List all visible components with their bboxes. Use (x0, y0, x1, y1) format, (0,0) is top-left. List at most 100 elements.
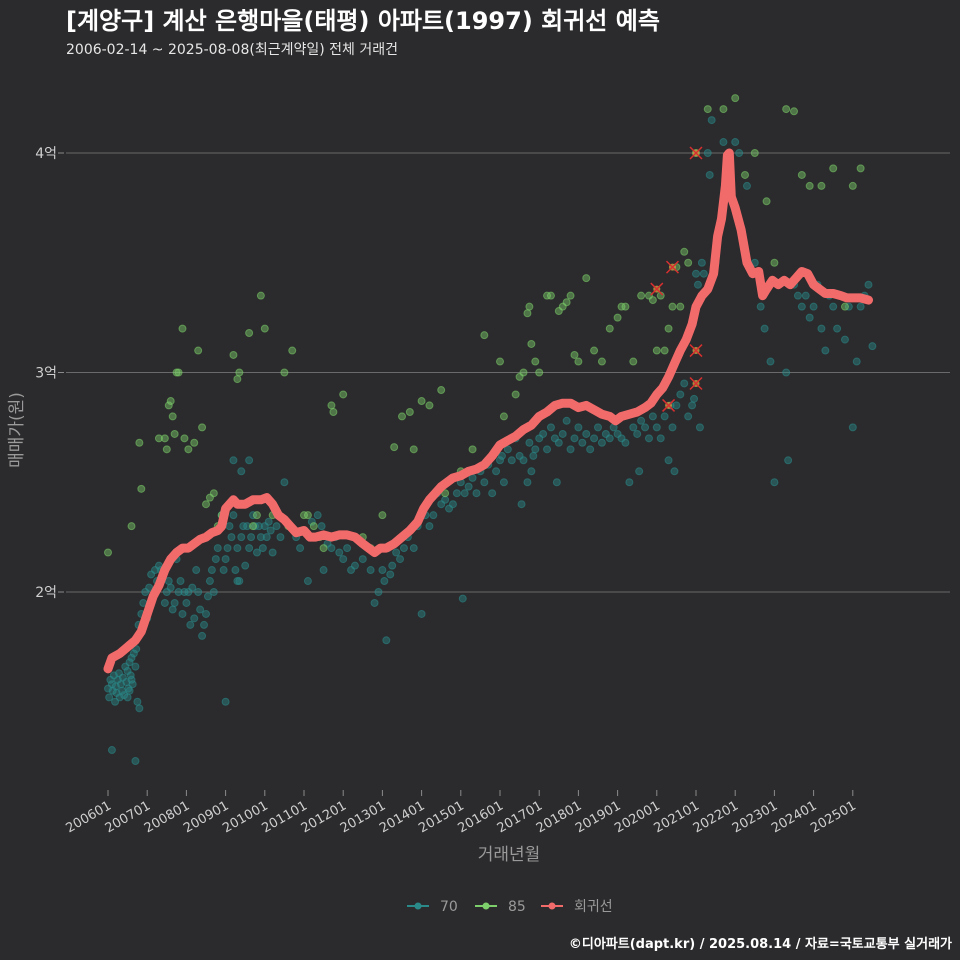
point-70 (582, 429, 591, 438)
point-70 (192, 566, 201, 575)
point-85 (378, 511, 387, 520)
point-70 (705, 170, 714, 179)
point-70 (644, 434, 653, 443)
point-70 (784, 456, 793, 465)
point-85 (731, 94, 740, 103)
point-70 (496, 456, 504, 465)
point-70 (129, 649, 138, 658)
point-70 (756, 302, 765, 311)
regression-curve (103, 148, 873, 674)
point-70 (296, 544, 305, 553)
point-70 (211, 555, 220, 564)
point-85 (178, 324, 187, 333)
x-axis: 2006012007012008012009012010012011012012… (64, 790, 859, 836)
point-70 (809, 302, 818, 311)
point-70 (219, 566, 228, 575)
y-tick-label: 3억 (35, 366, 57, 382)
point-70 (382, 636, 391, 645)
regression-line (103, 148, 873, 674)
point-70 (760, 324, 769, 333)
point-85 (684, 258, 693, 267)
point-70 (178, 609, 187, 618)
point-70 (668, 423, 677, 432)
point-85 (288, 346, 297, 355)
point-85 (637, 291, 646, 300)
point-70 (229, 456, 238, 465)
point-70 (448, 500, 457, 509)
point-70 (396, 555, 405, 564)
point-85 (339, 390, 348, 399)
point-70 (458, 594, 467, 603)
point-70 (633, 429, 642, 438)
point-85 (597, 357, 606, 366)
point-70 (241, 561, 250, 570)
legend-dot-1 (482, 902, 490, 910)
point-85 (303, 511, 312, 520)
point-85 (309, 522, 318, 531)
legend-dot-0 (414, 902, 422, 910)
point-70 (629, 423, 638, 432)
point-70 (343, 544, 352, 553)
point-70 (176, 577, 185, 586)
point-70 (735, 149, 744, 157)
point-70 (840, 335, 849, 344)
point-70 (425, 522, 434, 531)
point-70 (392, 548, 401, 557)
point-70 (235, 577, 244, 586)
point-70 (378, 566, 387, 575)
point-85 (437, 386, 446, 395)
point-70 (517, 500, 526, 509)
point-70 (782, 368, 791, 377)
point-85 (329, 408, 338, 417)
x-axis-label: 거래년월 (478, 845, 541, 865)
point-70 (648, 412, 657, 421)
point-70 (570, 434, 579, 443)
point-85 (174, 368, 183, 377)
point-70 (174, 588, 183, 596)
point-70 (670, 467, 679, 476)
point-70 (258, 544, 267, 553)
point-70 (856, 302, 865, 311)
point-70 (707, 116, 716, 125)
point-85 (660, 346, 669, 355)
point-85 (750, 149, 759, 157)
scatter-points (104, 94, 877, 766)
point-70 (817, 324, 826, 333)
point-85 (848, 181, 857, 190)
point-70 (492, 467, 501, 476)
outlier-cross (662, 398, 676, 412)
point-70 (829, 302, 838, 311)
point-70 (399, 544, 408, 553)
point-70 (793, 291, 802, 300)
point-85 (805, 181, 814, 190)
point-70 (205, 577, 214, 586)
point-70 (133, 697, 142, 706)
point-70 (186, 620, 195, 629)
point-70 (202, 609, 210, 618)
chart-subtitle: 2006-02-14 ~ 2025-08-08(최근계약일) 전체 거래건 (66, 42, 398, 58)
point-70 (264, 517, 273, 526)
point-70 (223, 544, 232, 553)
point-85 (137, 484, 146, 493)
outlier-markers (650, 146, 703, 412)
outlier-cross (689, 344, 703, 358)
point-70 (335, 548, 344, 557)
outlier-cross (650, 282, 664, 296)
point-85 (535, 368, 544, 377)
point-70 (350, 561, 359, 570)
legend-label-1: 85 (508, 899, 526, 915)
point-70 (529, 451, 538, 460)
point-85 (390, 443, 399, 452)
point-85 (168, 412, 177, 421)
point-85 (172, 368, 181, 377)
point-70 (621, 438, 630, 447)
point-85 (664, 324, 673, 333)
point-70 (597, 438, 606, 447)
legend: 70 85 회귀선 (407, 899, 613, 915)
point-70 (464, 482, 473, 491)
point-70 (266, 526, 275, 535)
point-70 (380, 577, 389, 586)
point-70 (221, 555, 230, 564)
outlier-cross (689, 376, 703, 391)
